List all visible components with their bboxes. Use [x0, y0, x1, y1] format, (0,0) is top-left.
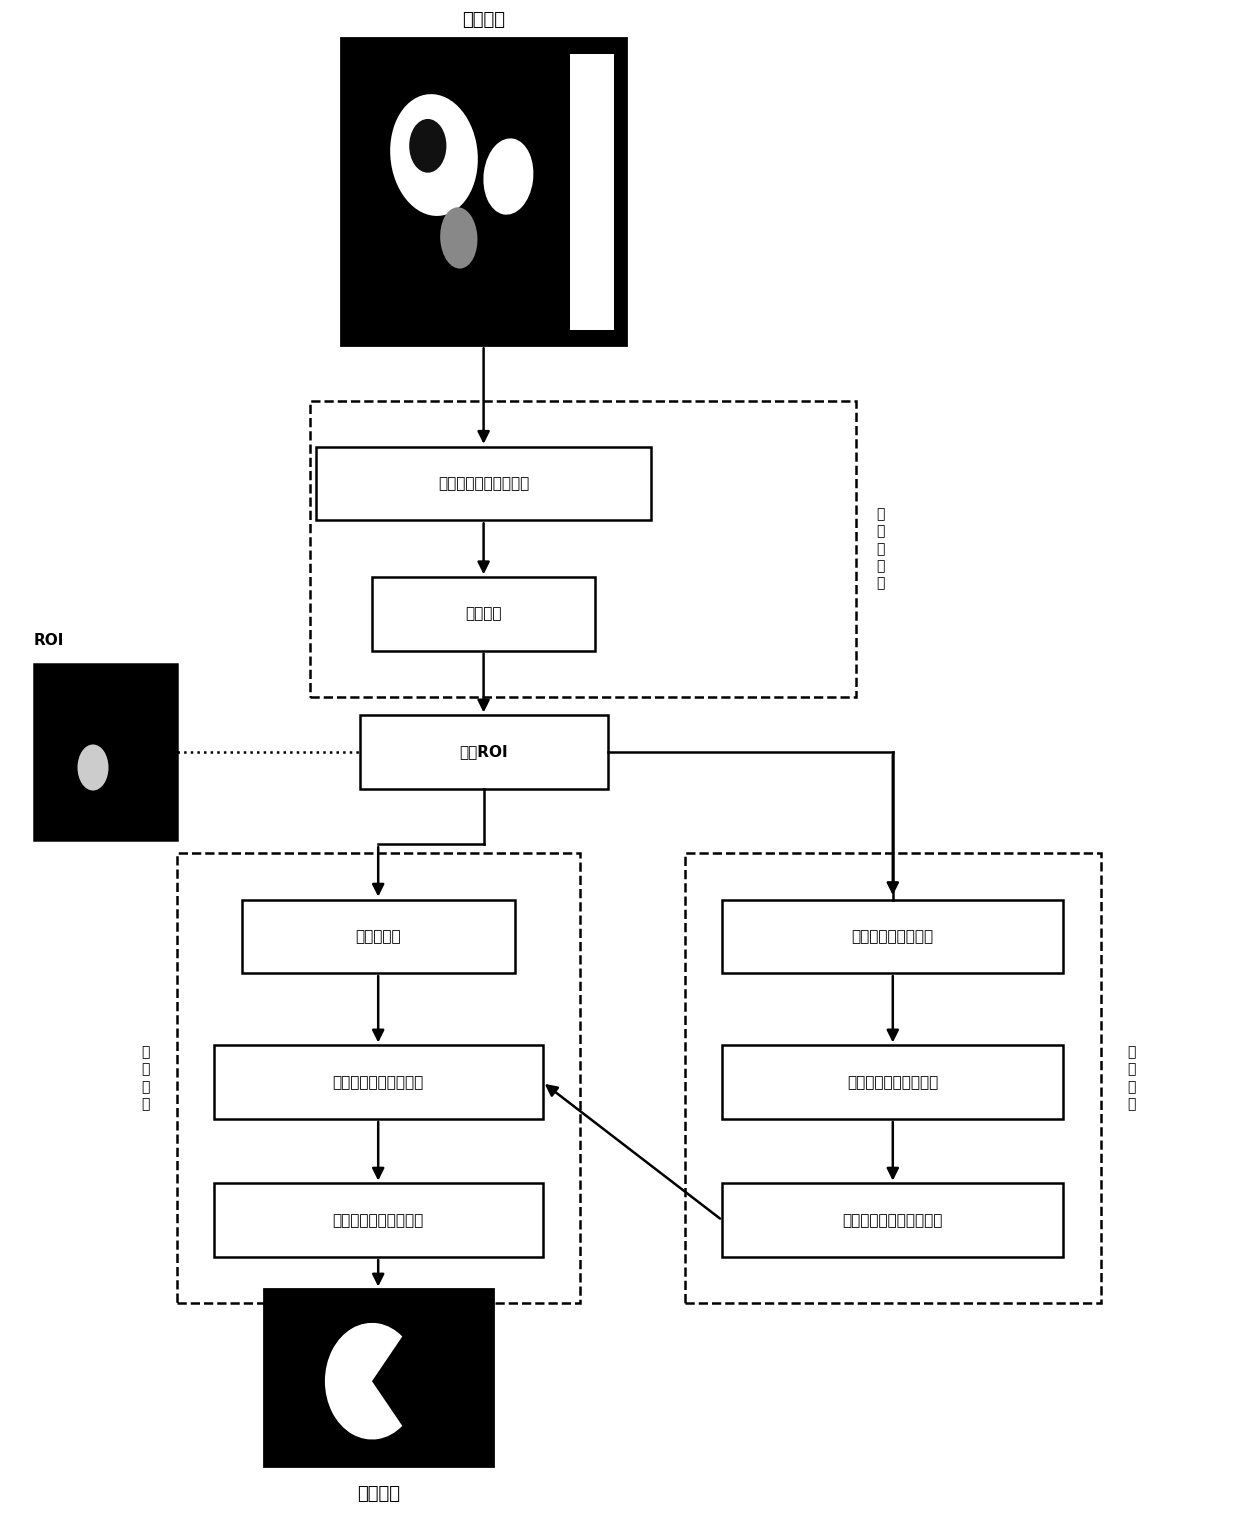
FancyBboxPatch shape — [316, 447, 651, 520]
Text: 训练网络并保存网络参数: 训练网络并保存网络参数 — [843, 1213, 942, 1228]
Text: 图像灰度变换与归一化: 图像灰度变换与归一化 — [438, 476, 529, 491]
Ellipse shape — [484, 138, 533, 215]
Text: 图像形变: 图像形变 — [465, 606, 502, 622]
FancyBboxPatch shape — [213, 1183, 543, 1257]
Text: 构建训练集与验证集: 构建训练集与验证集 — [852, 929, 934, 944]
Wedge shape — [325, 1323, 402, 1440]
Ellipse shape — [78, 744, 109, 791]
Text: ROI: ROI — [35, 634, 64, 648]
Text: 网络初始化与参数选择: 网络初始化与参数选择 — [847, 1074, 939, 1090]
Text: 构建测试集: 构建测试集 — [356, 929, 401, 944]
FancyBboxPatch shape — [242, 900, 515, 973]
FancyBboxPatch shape — [722, 1045, 1063, 1119]
Ellipse shape — [409, 120, 446, 172]
FancyBboxPatch shape — [341, 38, 626, 345]
Text: 训
练
阶
段: 训 练 阶 段 — [1127, 1045, 1136, 1111]
Text: 加载网络参数进行预测: 加载网络参数进行预测 — [332, 1074, 424, 1090]
Text: 提取ROI: 提取ROI — [459, 744, 508, 760]
FancyBboxPatch shape — [570, 54, 614, 330]
Ellipse shape — [391, 94, 477, 216]
FancyBboxPatch shape — [722, 900, 1063, 973]
Text: 图
像
预
处
理: 图 像 预 处 理 — [877, 507, 884, 591]
Text: 对测试结果二值化处理: 对测试结果二值化处理 — [332, 1213, 424, 1228]
FancyBboxPatch shape — [722, 1183, 1063, 1257]
Text: 分割结果: 分割结果 — [357, 1484, 399, 1503]
Text: 输入图片: 输入图片 — [463, 11, 505, 29]
FancyBboxPatch shape — [35, 663, 177, 841]
FancyBboxPatch shape — [213, 1045, 543, 1119]
Text: 测
试
阶
段: 测 试 阶 段 — [141, 1045, 150, 1111]
FancyBboxPatch shape — [372, 577, 595, 651]
FancyBboxPatch shape — [263, 1289, 492, 1466]
Ellipse shape — [440, 207, 477, 269]
FancyBboxPatch shape — [360, 715, 608, 789]
